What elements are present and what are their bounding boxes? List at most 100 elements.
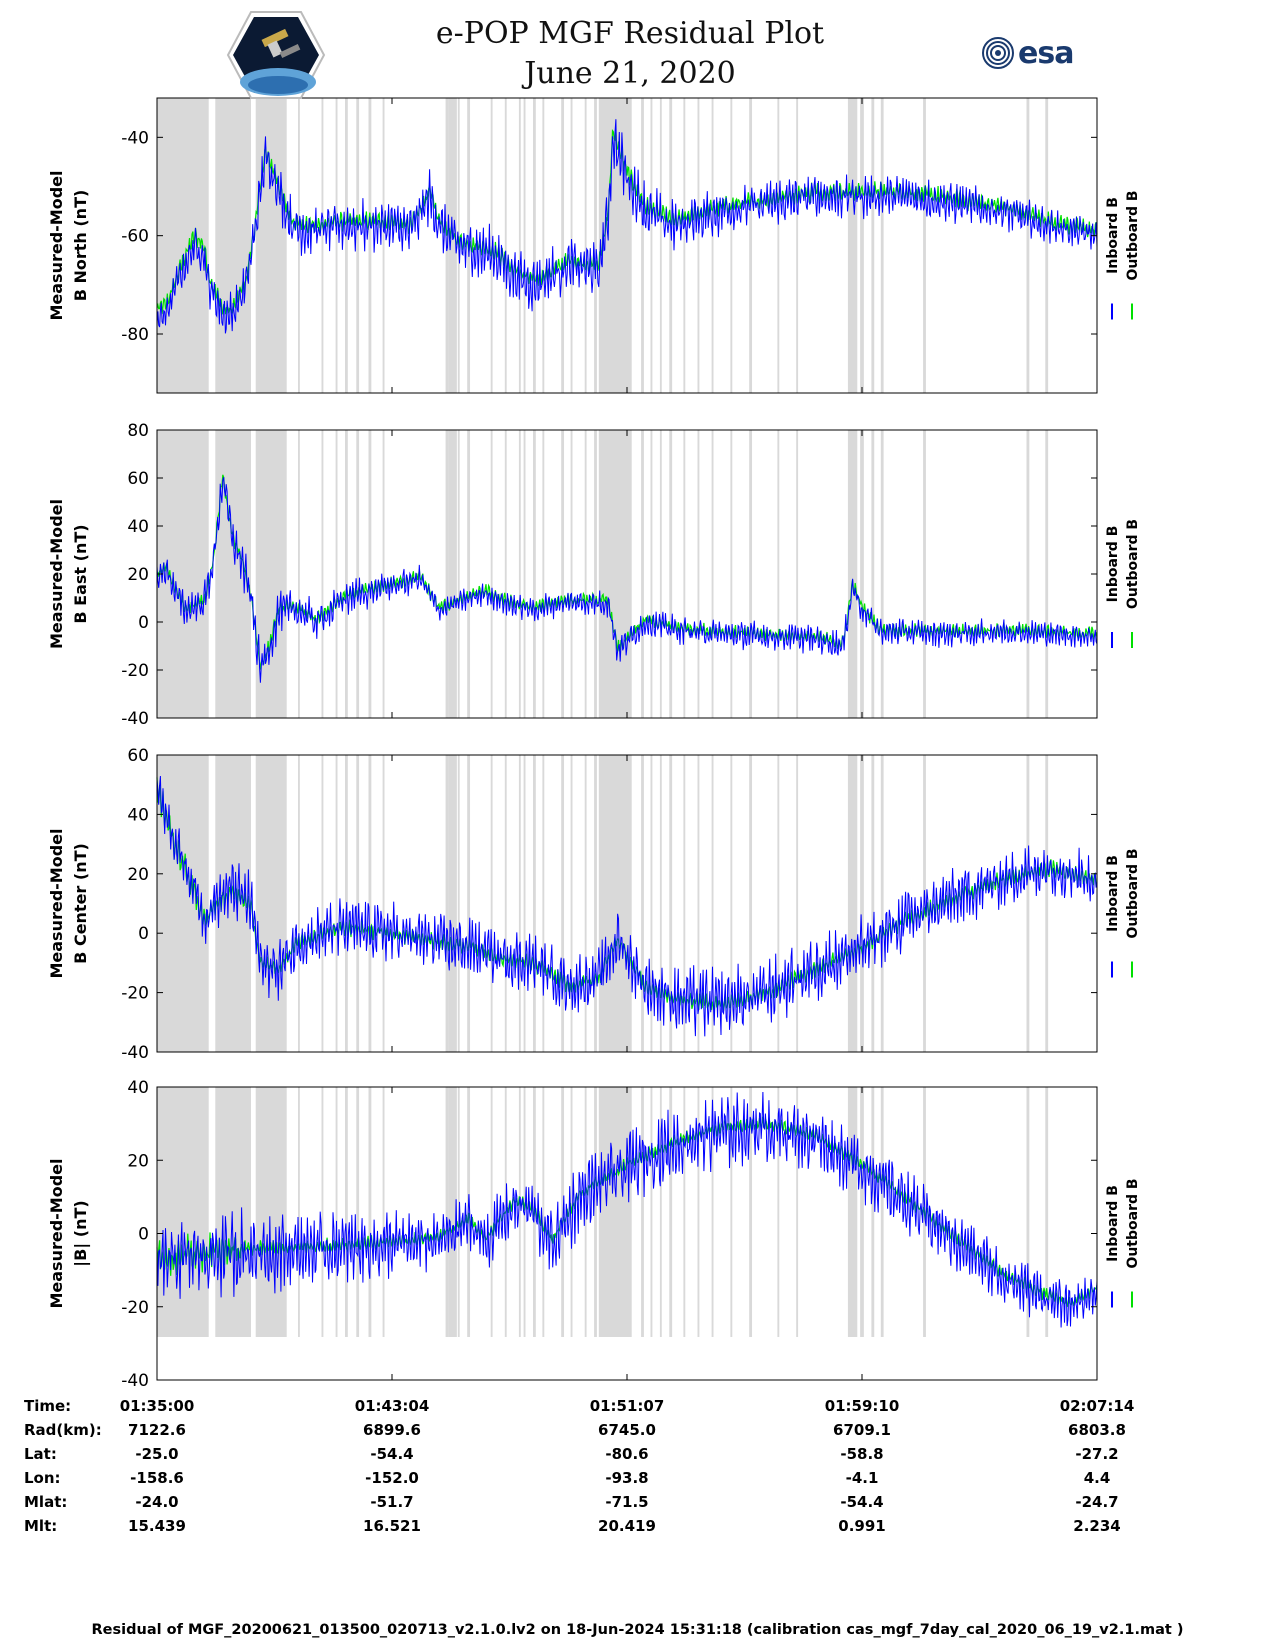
- gap-shading-band: [659, 1087, 662, 1337]
- gap-shading-band: [650, 1087, 653, 1337]
- y-tick-label: -80: [121, 325, 149, 345]
- esa-logo: esa: [978, 36, 1088, 71]
- gap-shading-band: [659, 98, 662, 393]
- y-tick-label: 20: [127, 1151, 149, 1171]
- orbit-cell-time: 02:07:14: [1059, 1397, 1135, 1415]
- gap-shading-band: [1026, 1087, 1030, 1337]
- y-tick-label: 0: [138, 924, 149, 944]
- gap-shading-band: [448, 430, 457, 718]
- orbit-cell-radius: 6803.8: [1068, 1421, 1126, 1439]
- gap-shading-band: [523, 430, 526, 718]
- gap-shading-band: [368, 430, 372, 718]
- gap-shading-band: [730, 755, 733, 1052]
- gap-shading-band: [504, 430, 507, 718]
- orbit-label-radius: Rad(km):: [24, 1421, 102, 1439]
- orbit-cell-mlat: -54.4: [840, 1493, 884, 1511]
- gap-shading-band: [730, 1087, 733, 1337]
- orbit-label-lat: Lat:: [24, 1445, 57, 1463]
- plot-title: e-POP MGF Residual Plot: [435, 16, 825, 51]
- gap-shading-band: [880, 430, 884, 718]
- gap-shading-band: [871, 98, 875, 393]
- gap-shading-band: [669, 430, 673, 718]
- gap-shading-band: [923, 755, 926, 1052]
- gap-shading-band: [335, 1087, 338, 1337]
- gap-shading-band: [523, 755, 526, 1052]
- gap-shading-band: [542, 755, 545, 1052]
- orbit-cell-radius: 6745.0: [598, 1421, 656, 1439]
- gap-shading-band: [796, 1087, 799, 1337]
- orbit-cell-mlt: 20.419: [598, 1517, 656, 1535]
- gap-shading-band: [796, 98, 799, 393]
- y-tick-label: 60: [127, 746, 149, 766]
- gap-shading-band: [880, 1087, 884, 1337]
- gap-shading-band: [669, 98, 673, 393]
- gap-shading-band: [1026, 755, 1030, 1052]
- inboard-series-line: [156, 119, 1098, 334]
- gap-shading-band: [157, 1087, 209, 1337]
- cassiope-mission-logo: [226, 10, 326, 100]
- orbit-cell-radius: 6709.1: [833, 1421, 891, 1439]
- gap-shading-band: [598, 1087, 632, 1337]
- gap-shading-band: [542, 98, 545, 393]
- orbit-cell-lat: -25.0: [135, 1445, 179, 1463]
- y-tick-label: -20: [121, 661, 149, 681]
- gap-shading-band: [683, 1087, 686, 1337]
- gap-shading-band: [1045, 755, 1049, 1052]
- orbit-cell-lon: -152.0: [365, 1469, 419, 1487]
- gap-shading-band: [356, 1087, 360, 1337]
- gap-shading-band: [356, 98, 360, 393]
- gap-shading-band: [650, 98, 653, 393]
- gap-shading-band: [669, 1087, 673, 1337]
- y-axis-label-line2: B Center (nT): [71, 843, 90, 964]
- esa-logo-text: esa: [1018, 36, 1074, 71]
- gap-shading-band: [641, 1087, 644, 1337]
- gap-shading-band: [345, 98, 348, 393]
- gap-shading-band: [570, 430, 573, 718]
- gap-shading-band: [669, 755, 673, 1052]
- gap-shading-band: [335, 430, 338, 718]
- orbit-cell-mlt: 16.521: [363, 1517, 421, 1535]
- gap-shading-band: [683, 755, 686, 1052]
- orbit-cell-lat: -27.2: [1075, 1445, 1119, 1463]
- gap-shading-band: [847, 755, 858, 1052]
- y-tick-label: 20: [127, 565, 149, 585]
- gap-shading-band: [871, 1087, 875, 1337]
- gap-shading-band: [298, 98, 300, 393]
- y-tick-label: 20: [127, 865, 149, 885]
- y-tick-label: 40: [127, 805, 149, 825]
- orbit-cell-mlat: -24.7: [1075, 1493, 1119, 1511]
- y-axis-label-line1: Measured-Model: [47, 499, 66, 649]
- legend-label-inboard: Inboard B: [1105, 855, 1121, 932]
- gap-shading-band: [598, 98, 632, 393]
- gap-shading-band: [561, 755, 565, 1052]
- footer-caption: Residual of MGF_20200621_013500_020713_v…: [91, 1622, 1184, 1638]
- orbit-cell-time: 01:59:10: [824, 1397, 900, 1415]
- gap-shading-band: [749, 1087, 753, 1337]
- gap-shading-band: [523, 98, 526, 393]
- gap-shading-band: [860, 1087, 864, 1337]
- gap-shading-band: [777, 98, 780, 393]
- gap-shading-band: [749, 430, 753, 718]
- gap-shading-band: [871, 755, 875, 1052]
- gap-shading-band: [880, 98, 884, 393]
- gap-shading-band: [445, 755, 449, 1052]
- y-axis-label-line2: B North (nT): [71, 190, 90, 302]
- y-tick-label: 0: [138, 613, 149, 633]
- gap-shading-band: [518, 430, 521, 718]
- legend-label-outboard: Outboard B: [1125, 848, 1141, 938]
- gap-shading-band: [584, 430, 587, 718]
- gap-shading-band: [749, 98, 753, 393]
- y-tick-label: -40: [121, 1371, 149, 1391]
- gap-shading-band: [445, 1087, 449, 1337]
- gap-shading-band: [448, 98, 457, 393]
- gap-shading-band: [1026, 430, 1030, 718]
- gap-shading-band: [1045, 1087, 1049, 1337]
- gap-shading-band: [697, 430, 700, 718]
- gap-shading-band: [321, 98, 324, 393]
- y-tick-label: -60: [121, 227, 149, 247]
- y-tick-label: 40: [127, 1078, 149, 1098]
- gap-shading-band: [335, 755, 338, 1052]
- gap-shading-band: [659, 430, 662, 718]
- y-tick-label: -40: [121, 128, 149, 148]
